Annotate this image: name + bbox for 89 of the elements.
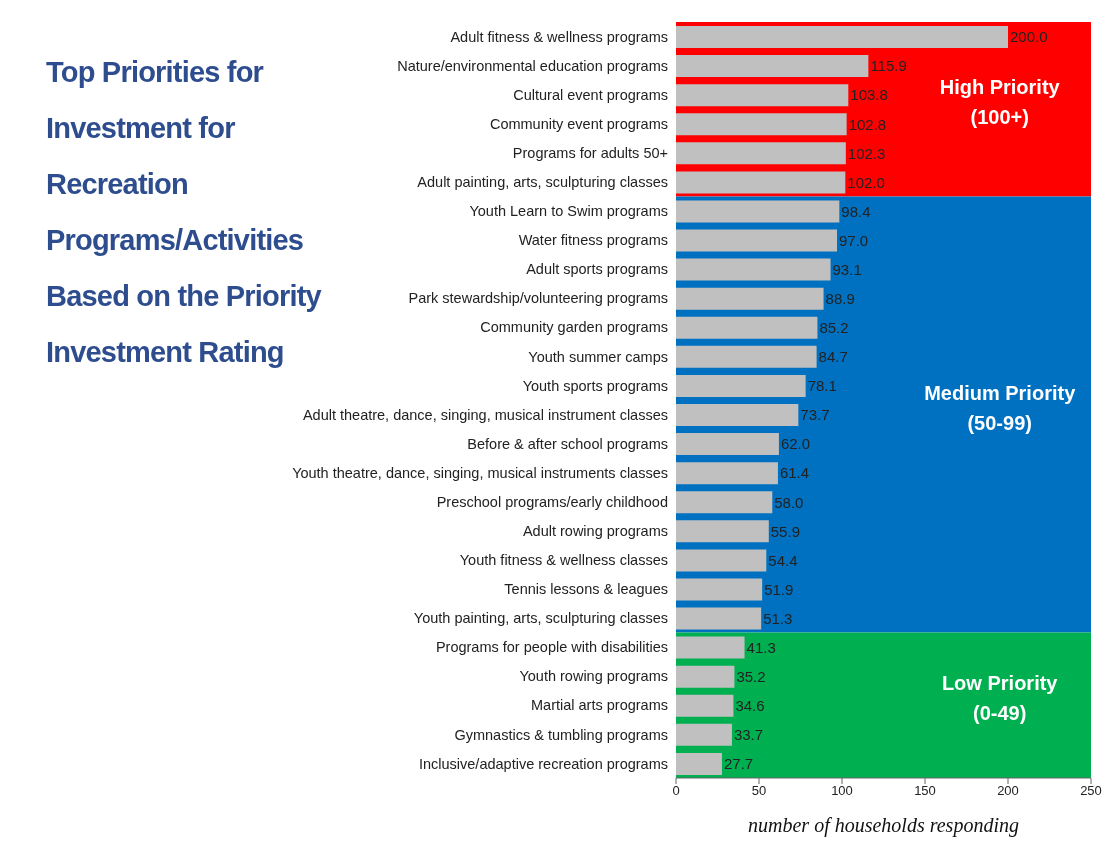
bar (676, 113, 847, 136)
data-label: 34.6 (735, 697, 765, 715)
y-tick-label: Youth Learn to Swim programs (469, 203, 668, 220)
data-label: 73.7 (800, 406, 830, 424)
bar (676, 520, 769, 543)
y-tick-label: Preschool programs/early childhood (436, 493, 668, 510)
data-label: 55.9 (770, 522, 800, 540)
bar (676, 462, 778, 485)
y-tick-label: Programs for people with disabilities (435, 639, 668, 656)
bar (676, 142, 846, 165)
data-label: 58.0 (774, 493, 804, 511)
y-tick-label: Park stewardship/volunteering programs (408, 290, 668, 307)
y-tick-label: Youth summer camps (528, 348, 668, 365)
y-tick-label: Youth sports programs (522, 377, 668, 394)
bar (676, 258, 831, 281)
y-tick-label: Before & after school programs (467, 435, 668, 452)
y-tick-label: Cultural event programs (513, 86, 668, 103)
y-tick-label: Programs for adults 50+ (512, 144, 668, 161)
bar (676, 723, 732, 746)
data-label: 51.9 (764, 580, 794, 598)
bar (676, 26, 1008, 48)
bar (676, 636, 745, 659)
y-tick-label: Youth fitness & wellness classes (459, 552, 668, 569)
data-label: 102.8 (848, 115, 887, 133)
bar (676, 345, 817, 368)
y-tick-label: Nature/environmental education programs (397, 57, 668, 74)
bar (676, 549, 767, 572)
y-tick-label: Community garden programs (480, 319, 668, 336)
y-tick-label: Community event programs (489, 115, 668, 132)
data-label: 102.3 (847, 144, 886, 162)
bar (676, 287, 824, 310)
bar (676, 200, 840, 223)
data-label: 41.3 (746, 638, 776, 656)
data-label: 115.9 (870, 57, 907, 75)
bar (676, 607, 762, 630)
bar (676, 84, 849, 107)
data-label: 33.7 (733, 726, 764, 744)
data-label: 103.8 (850, 86, 888, 104)
data-label: 200.0 (1010, 28, 1048, 46)
y-tick-label: Adult theatre, dance, singing, musical instrument classes (302, 406, 668, 423)
x-tick-label: 200 (997, 783, 1019, 799)
bar (676, 665, 735, 688)
x-tick-label: 0 (672, 783, 680, 799)
y-tick-label: Adult sports programs (526, 261, 668, 278)
band-label: High Priority (100+) (939, 76, 1061, 129)
y-tick-label: Adult fitness & wellness programs (450, 28, 668, 45)
band-label: Low Priority (0-49) (941, 672, 1059, 725)
y-tick-label: Gymnastics & tumbling programs (454, 726, 668, 743)
y-tick-label: Youth painting, arts, sculpturing classes (413, 610, 668, 627)
bar (676, 55, 869, 78)
x-tick-label: 100 (831, 783, 853, 799)
y-tick-label: Adult painting, arts, sculpturing classes (417, 174, 668, 191)
data-label: 102.0 (847, 173, 885, 191)
data-label: 27.7 (723, 755, 754, 773)
data-label: 61.4 (779, 464, 810, 482)
x-axis-title: number of households responding (747, 814, 1020, 837)
data-label: 35.2 (736, 668, 766, 686)
bar (676, 491, 773, 514)
y-tick-label: Martial arts programs (531, 697, 668, 714)
bar (676, 404, 799, 426)
bar (676, 171, 846, 194)
data-label: 51.3 (763, 609, 793, 627)
y-tick-label: Tennis lessons & leagues (504, 581, 668, 598)
bar (676, 374, 806, 397)
band-label: Medium Priority (50-99) (924, 381, 1077, 434)
data-label: 78.1 (807, 377, 837, 395)
data-label: 93.1 (832, 260, 862, 278)
data-label: 84.7 (818, 348, 848, 366)
y-tick-label: Inclusive/adaptive recreation programs (418, 755, 668, 772)
data-label: 54.4 (768, 551, 798, 569)
y-tick-label: Water fitness programs (518, 232, 668, 249)
y-tick-label: Youth theatre, dance, singing, musical instruments classes (292, 464, 668, 481)
y-tick-label: Youth rowing programs (519, 668, 668, 685)
x-tick-label: 50 (751, 783, 767, 799)
x-tick-label: 250 (1080, 783, 1102, 799)
bar (676, 316, 818, 339)
text: Top Priorities for Investment for Recreation Programs/Activities Based on the Priority Investment Rating (46, 55, 323, 370)
bar (676, 752, 722, 775)
data-label: 85.2 (819, 319, 849, 337)
x-tick-label: 150 (914, 783, 936, 799)
data-label: 98.4 (841, 202, 871, 220)
y-tick-label: Adult rowing programs (522, 522, 668, 539)
data-label: 97.0 (839, 231, 869, 249)
bar (676, 578, 763, 601)
data-label: 88.9 (825, 290, 855, 308)
bar (676, 229, 838, 252)
bar (676, 433, 779, 456)
bar (676, 694, 734, 717)
data-label: 62.0 (780, 435, 811, 453)
